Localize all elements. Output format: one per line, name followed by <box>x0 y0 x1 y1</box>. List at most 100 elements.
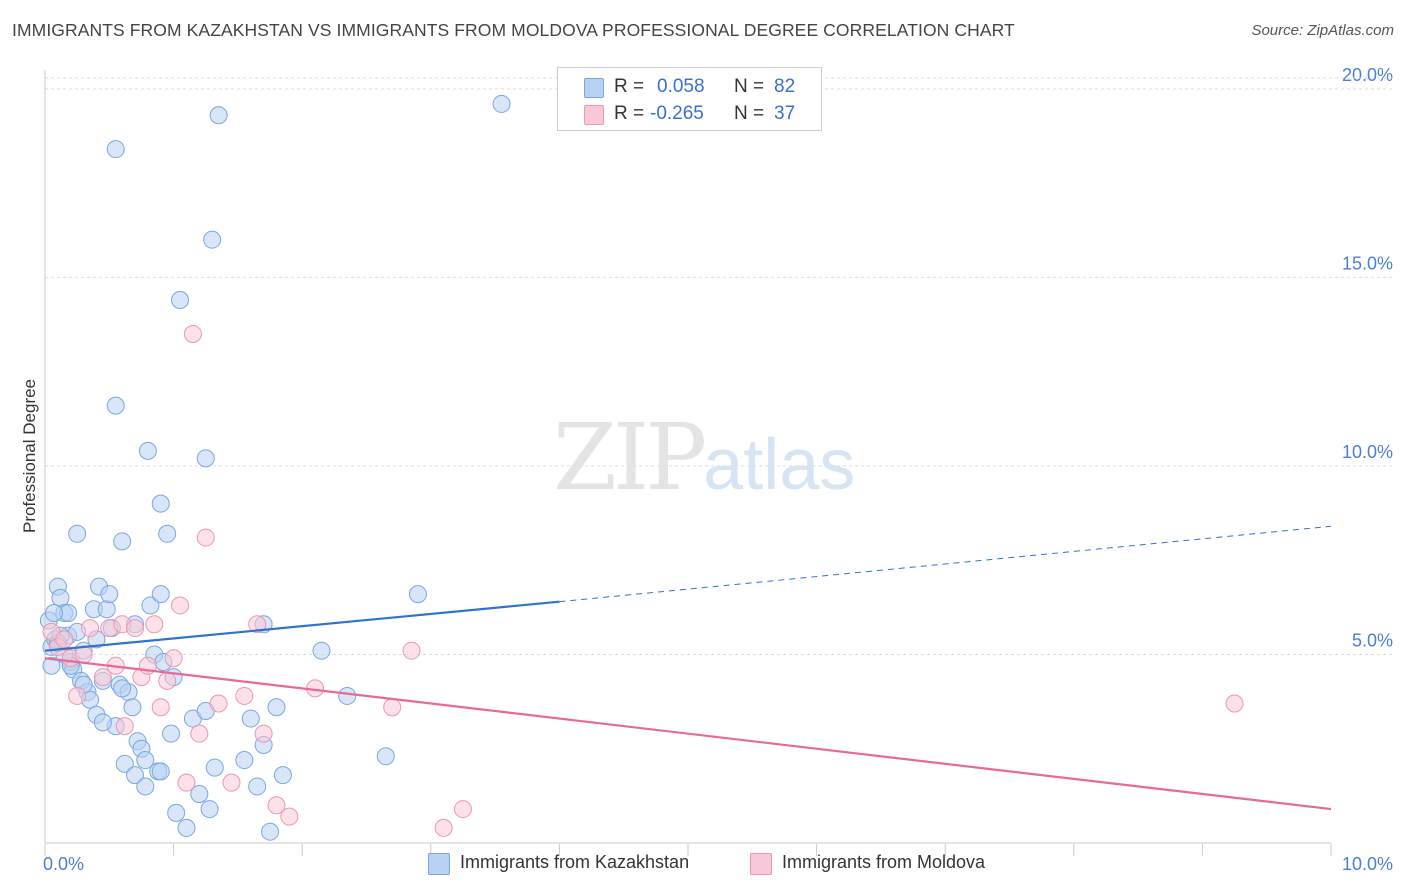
chart-title: IMMIGRANTS FROM KAZAKHSTAN VS IMMIGRANTS… <box>12 20 1015 40</box>
kazakhstan-point <box>261 822 280 841</box>
moldova-point <box>68 686 87 705</box>
kazakhstan-point <box>273 766 292 785</box>
kazakhstan-legend-swatch <box>428 853 450 875</box>
moldova-point <box>235 686 254 705</box>
legend-label-moldova: Immigrants from Moldova <box>782 852 986 872</box>
kazakhstan-trendline-extension <box>559 525 1332 603</box>
watermark-zip: ZIP <box>553 404 707 511</box>
moldova-point <box>183 324 202 343</box>
kazakhstan-point <box>126 766 145 785</box>
kazakhstan-point <box>151 762 170 781</box>
kazakhstan-point <box>203 230 222 249</box>
kazakhstan-point <box>42 656 61 675</box>
y-tick-label: 5.0% <box>1352 630 1393 650</box>
moldova-point <box>453 800 472 819</box>
moldova-point <box>164 649 183 668</box>
kazakhstan-point <box>267 698 286 717</box>
kazakhstan-trendline <box>44 600 560 652</box>
kazakhstan-point <box>200 800 219 819</box>
r-value-kazakhstan: 0.058 <box>657 76 705 97</box>
kazakhstan-point <box>241 709 260 728</box>
kazakhstan-point <box>106 396 125 415</box>
kazakhstan-point <box>151 494 170 513</box>
kazakhstan-point <box>177 818 196 837</box>
kazakhstan-point <box>136 751 155 770</box>
moldova-point <box>434 818 453 837</box>
kazakhstan-point <box>376 747 395 766</box>
watermark: ZIPatlas <box>553 404 855 511</box>
x-tick-label: 0.0% <box>43 854 84 874</box>
kazakhstan-point <box>141 596 160 615</box>
n-value-kazakhstan: 82 <box>774 76 796 97</box>
moldova-point <box>209 694 228 713</box>
kazakhstan-point <box>158 524 177 543</box>
moldova-point <box>196 528 215 547</box>
kazakhstan-point <box>209 106 228 125</box>
moldova-point <box>1225 694 1244 713</box>
kazakhstan-point <box>162 724 181 743</box>
moldova-trendline <box>44 657 1332 811</box>
correlation-legend: R = 0.058 N = 82 R = -0.265 N = 37 <box>557 67 822 131</box>
n-label: N = <box>734 76 765 97</box>
moldova-point <box>402 641 421 660</box>
moldova-point <box>93 668 112 687</box>
moldova-point <box>115 717 134 736</box>
series-legend: Immigrants from Kazakhstan Immigrants fr… <box>0 852 1406 878</box>
kazakhstan-point <box>136 777 155 796</box>
kazakhstan-point <box>115 754 134 773</box>
moldova-legend-swatch <box>750 853 772 875</box>
kazakhstan-point <box>151 585 170 604</box>
kazakhstan-point <box>167 803 186 822</box>
moldova-point <box>267 796 286 815</box>
kazakhstan-point <box>113 532 132 551</box>
kazakhstan-point <box>100 585 119 604</box>
kazakhstan-point <box>190 784 209 803</box>
moldova-point <box>158 671 177 690</box>
y-tick-label: 15.0% <box>1342 253 1393 273</box>
kazakhstan-point <box>93 713 112 732</box>
moldova-point <box>81 619 100 638</box>
kazakhstan-point <box>68 524 87 543</box>
kazakhstan-point <box>312 641 331 660</box>
kazakhstan-point <box>196 449 215 468</box>
y-tick-label: 10.0% <box>1342 442 1393 462</box>
r-label: R = <box>614 103 645 124</box>
moldova-point <box>222 773 241 792</box>
kazakhstan-point <box>248 777 267 796</box>
moldova-point <box>190 724 209 743</box>
kazakhstan-point <box>138 441 157 460</box>
moldova-point <box>280 807 299 826</box>
n-value-moldova: 37 <box>774 103 796 124</box>
moldova-point <box>248 615 267 634</box>
kazakhstan-point <box>51 588 70 607</box>
kazakhstan-point <box>408 585 427 604</box>
x-tick-label: 10.0% <box>1342 854 1393 874</box>
r-value-moldova: -0.265 <box>650 103 704 124</box>
moldova-point <box>383 698 402 717</box>
moldova-swatch <box>584 105 604 125</box>
kazakhstan-point <box>338 686 357 705</box>
kazakhstan-point <box>45 603 64 622</box>
kazakhstan-point <box>123 698 142 717</box>
kazakhstan-point <box>492 94 511 113</box>
kazakhstan-point <box>171 291 190 310</box>
legend-label-kazakhstan: Immigrants from Kazakhstan <box>460 852 690 872</box>
kazakhstan-swatch <box>584 78 604 98</box>
kazakhstan-point <box>235 751 254 770</box>
y-tick-label: 20.0% <box>1342 65 1393 85</box>
kazakhstan-point <box>113 679 132 698</box>
moldova-point <box>126 619 145 638</box>
moldova-point <box>55 630 74 649</box>
kazakhstan-point <box>97 600 116 619</box>
kazakhstan-point <box>205 758 224 777</box>
moldova-point <box>254 724 273 743</box>
moldova-point <box>171 596 190 615</box>
moldova-point <box>151 698 170 717</box>
moldova-point <box>145 615 164 634</box>
kazakhstan-point <box>106 140 125 159</box>
watermark-atlas: atlas <box>703 425 856 505</box>
source-credit: Source: ZipAtlas.com <box>1251 22 1394 39</box>
moldova-point <box>177 773 196 792</box>
r-label: R = <box>614 76 645 97</box>
